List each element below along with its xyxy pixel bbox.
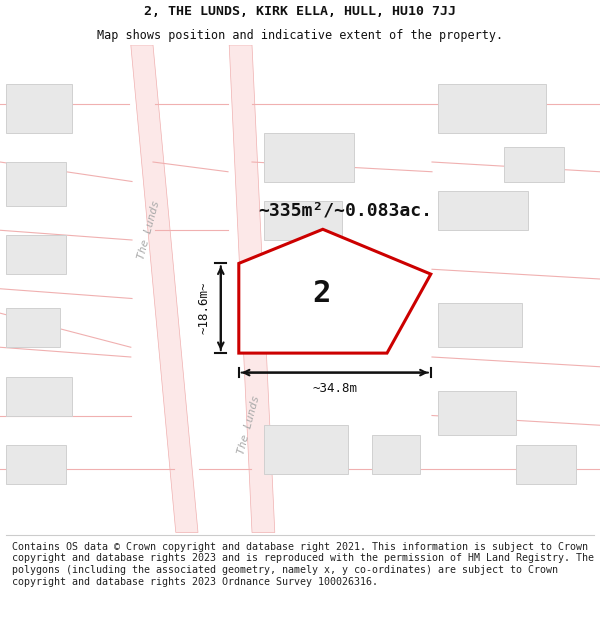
Text: ~335m²/~0.083ac.: ~335m²/~0.083ac. [258, 202, 432, 220]
Bar [264, 132, 354, 181]
Bar [6, 162, 66, 206]
Bar [264, 201, 342, 240]
Bar [438, 191, 528, 230]
Bar [264, 425, 348, 474]
Bar [438, 303, 522, 348]
Text: The Lunds: The Lunds [136, 199, 161, 261]
Polygon shape [229, 45, 275, 532]
Bar [372, 435, 420, 474]
Polygon shape [239, 229, 431, 353]
Text: ~34.8m: ~34.8m [313, 382, 358, 395]
Text: 2: 2 [312, 279, 330, 308]
Bar [6, 235, 66, 274]
Bar [438, 84, 546, 132]
Bar [438, 391, 516, 435]
Text: 2, THE LUNDS, KIRK ELLA, HULL, HU10 7JJ: 2, THE LUNDS, KIRK ELLA, HULL, HU10 7JJ [144, 5, 456, 18]
Bar [504, 148, 564, 181]
Polygon shape [131, 45, 198, 532]
Bar [6, 308, 60, 348]
Bar [6, 84, 72, 132]
Bar [6, 445, 66, 484]
Text: The Lunds: The Lunds [236, 394, 262, 456]
Bar [6, 376, 72, 416]
Text: Map shows position and indicative extent of the property.: Map shows position and indicative extent… [97, 29, 503, 42]
Text: Contains OS data © Crown copyright and database right 2021. This information is : Contains OS data © Crown copyright and d… [12, 542, 594, 586]
Bar [516, 445, 576, 484]
Text: ~18.6m~: ~18.6m~ [197, 282, 211, 334]
